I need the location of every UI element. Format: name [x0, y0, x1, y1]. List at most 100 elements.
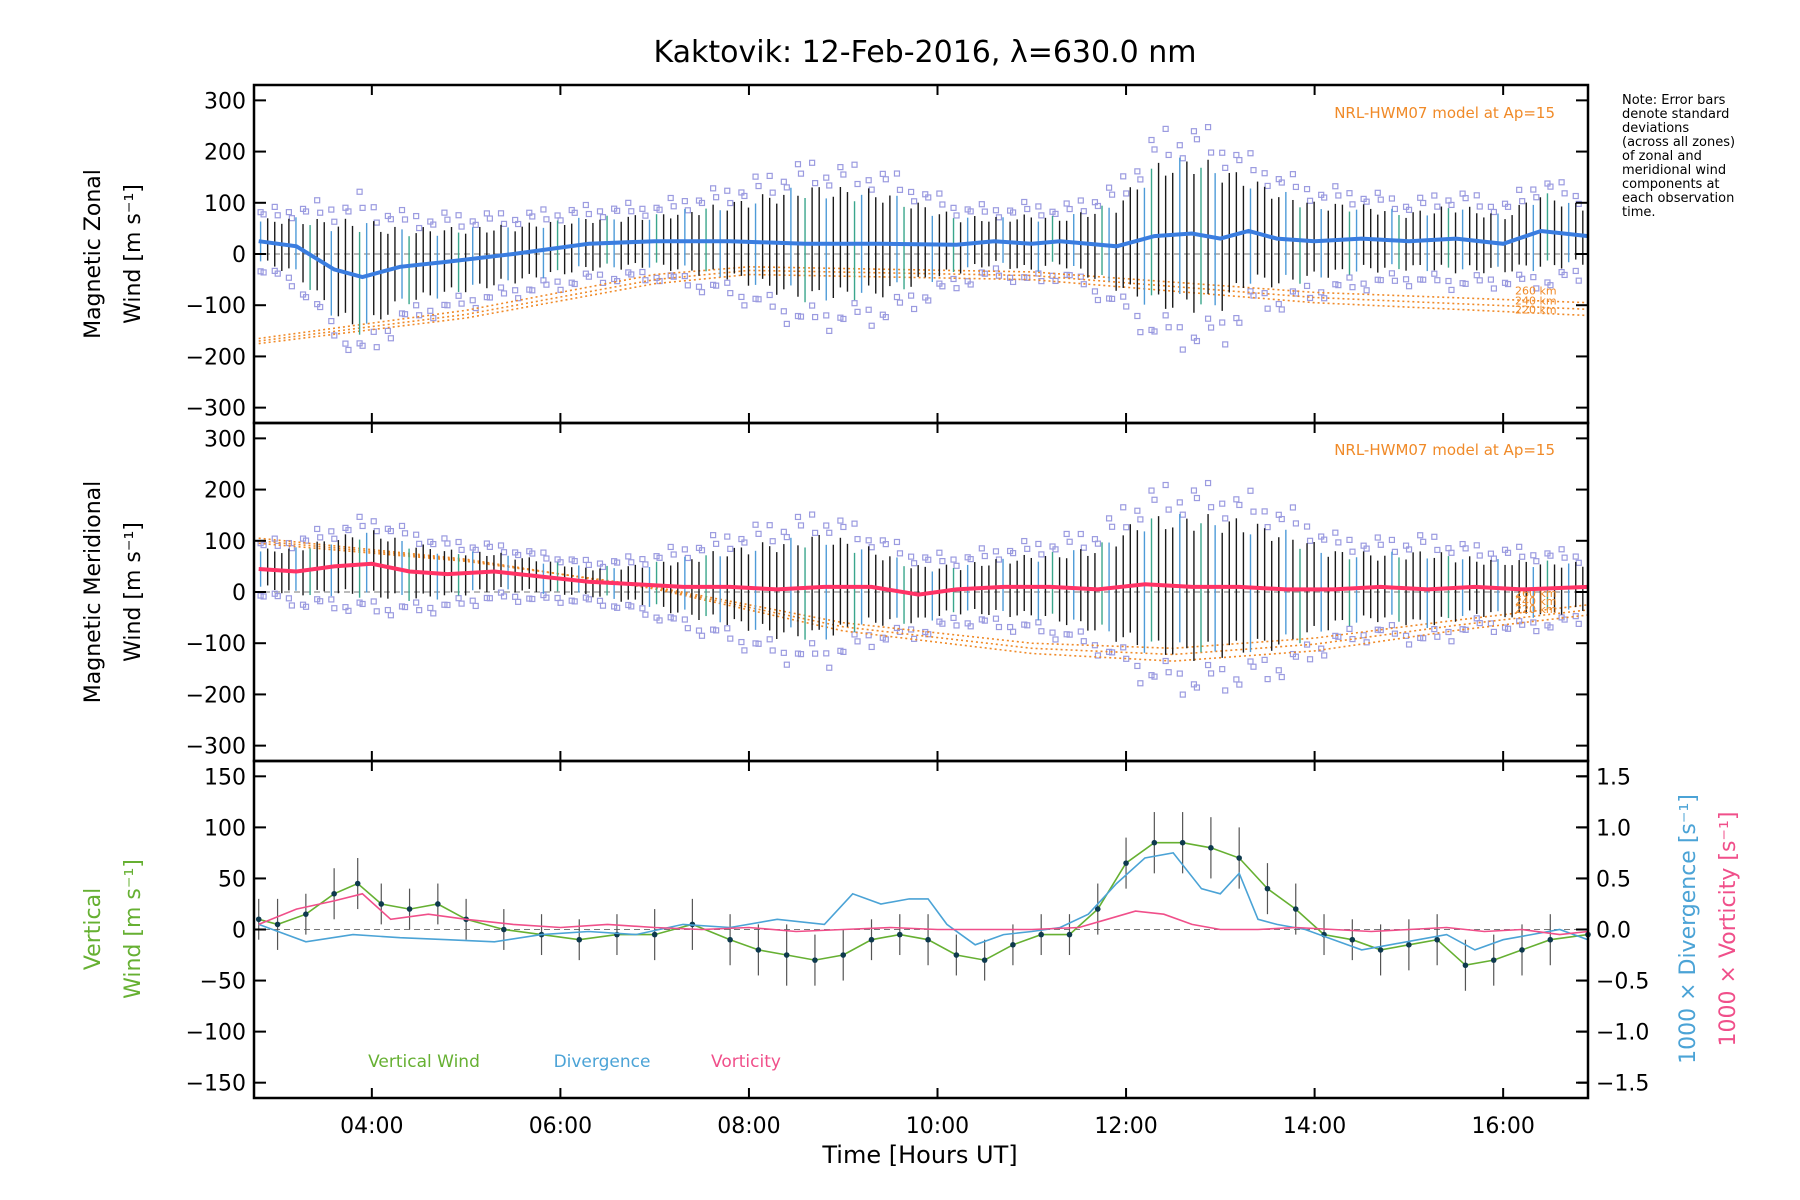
zone-point [614, 559, 621, 566]
zone-point [695, 283, 703, 290]
zone-point [302, 603, 310, 610]
zone-point [1162, 657, 1169, 665]
zone-point [755, 182, 762, 190]
zone-point [1417, 194, 1424, 201]
zone-point [497, 210, 505, 217]
zone-point [1306, 197, 1314, 204]
zone-point [1207, 149, 1215, 156]
zone-point [840, 523, 847, 531]
zone-point [1077, 197, 1084, 204]
zone-point [1123, 524, 1130, 531]
legend-divergence: Divergence [554, 1052, 651, 1072]
zone-point [823, 650, 830, 657]
note-line: meridional wind [1622, 163, 1727, 178]
zone-point [1236, 156, 1243, 164]
note-line: Note: Error bars [1622, 93, 1726, 108]
zone-point [695, 627, 703, 634]
zone-point [554, 212, 561, 219]
zone-point [925, 556, 932, 563]
zone-point [823, 522, 830, 529]
zone-point [486, 215, 493, 222]
zone-point [413, 531, 420, 538]
zone-point [727, 290, 734, 297]
zone-point [724, 187, 731, 194]
zone-point [585, 210, 592, 218]
zone-point [416, 224, 423, 232]
zone-point [769, 189, 776, 196]
zone-point [1052, 210, 1059, 217]
zone-point [939, 558, 946, 565]
zone-point [1335, 539, 1342, 546]
zone-point [1094, 540, 1102, 547]
zone-point [1247, 658, 1254, 665]
zone-point [582, 201, 589, 209]
y-tick-label: −300 [186, 735, 246, 760]
zone-point [1420, 538, 1427, 545]
zone-point [1462, 280, 1469, 287]
model-altitude-label: 220 km [1515, 603, 1557, 616]
zone-point [738, 293, 745, 301]
zone-point [1448, 549, 1455, 556]
zone-point [713, 627, 720, 634]
zone-point [515, 598, 522, 605]
zone-point [1321, 194, 1328, 201]
zone-point [1123, 303, 1130, 310]
zone-point [812, 529, 819, 536]
zone-point [1035, 203, 1042, 210]
zone-point [854, 308, 861, 315]
vertical-wind-point [1406, 942, 1412, 948]
zone-point [1420, 199, 1427, 207]
zone-point [826, 182, 833, 189]
zone-point [1063, 530, 1070, 538]
model-curve [258, 537, 1589, 662]
zone-point [1080, 281, 1087, 288]
zone-point [1533, 558, 1540, 565]
zone-point [797, 313, 805, 320]
zone-point [766, 291, 773, 299]
zone-point [1303, 282, 1311, 290]
zone-point [642, 561, 649, 568]
zone-point [851, 161, 858, 168]
zone-point [271, 203, 278, 210]
zone-point [1009, 628, 1017, 635]
zone-point [1519, 553, 1526, 560]
vertical-wind-point [925, 936, 931, 943]
zone-point [879, 170, 886, 177]
vertical-wind-point [576, 936, 583, 943]
zone-point [1346, 274, 1353, 281]
zone-point [780, 308, 787, 315]
zone-point [1261, 170, 1268, 177]
zone-point [628, 208, 635, 215]
zone-point [1080, 638, 1087, 645]
zone-point [288, 283, 295, 290]
zone-point [1558, 179, 1565, 186]
zone-point [430, 610, 437, 617]
zone-point [724, 533, 731, 540]
zone-point [1123, 190, 1130, 197]
zone-point [1388, 195, 1396, 202]
zone-point [992, 265, 1000, 272]
zone-point [1134, 312, 1141, 320]
zone-point [455, 538, 462, 546]
zone-point [1120, 173, 1127, 180]
vertical-wind-point [406, 906, 413, 912]
zone-point [458, 546, 465, 554]
zone-point [1207, 670, 1215, 677]
zone-point [444, 302, 451, 309]
zone-point [1233, 676, 1240, 683]
zone-point [823, 312, 830, 319]
zone-point [727, 635, 734, 642]
zone-point [1473, 192, 1480, 199]
zone-point [458, 223, 465, 230]
zone-point [1490, 628, 1497, 636]
zone-point [1193, 494, 1201, 502]
vertical-wind-point [1462, 962, 1469, 969]
zone-point [430, 540, 437, 548]
zone-point [1335, 633, 1342, 640]
zone-point [373, 344, 380, 351]
zone-point [285, 209, 292, 216]
zone-point [596, 271, 604, 278]
zone-point [939, 283, 946, 290]
zone-point [639, 605, 646, 612]
zone-point [1473, 542, 1480, 549]
